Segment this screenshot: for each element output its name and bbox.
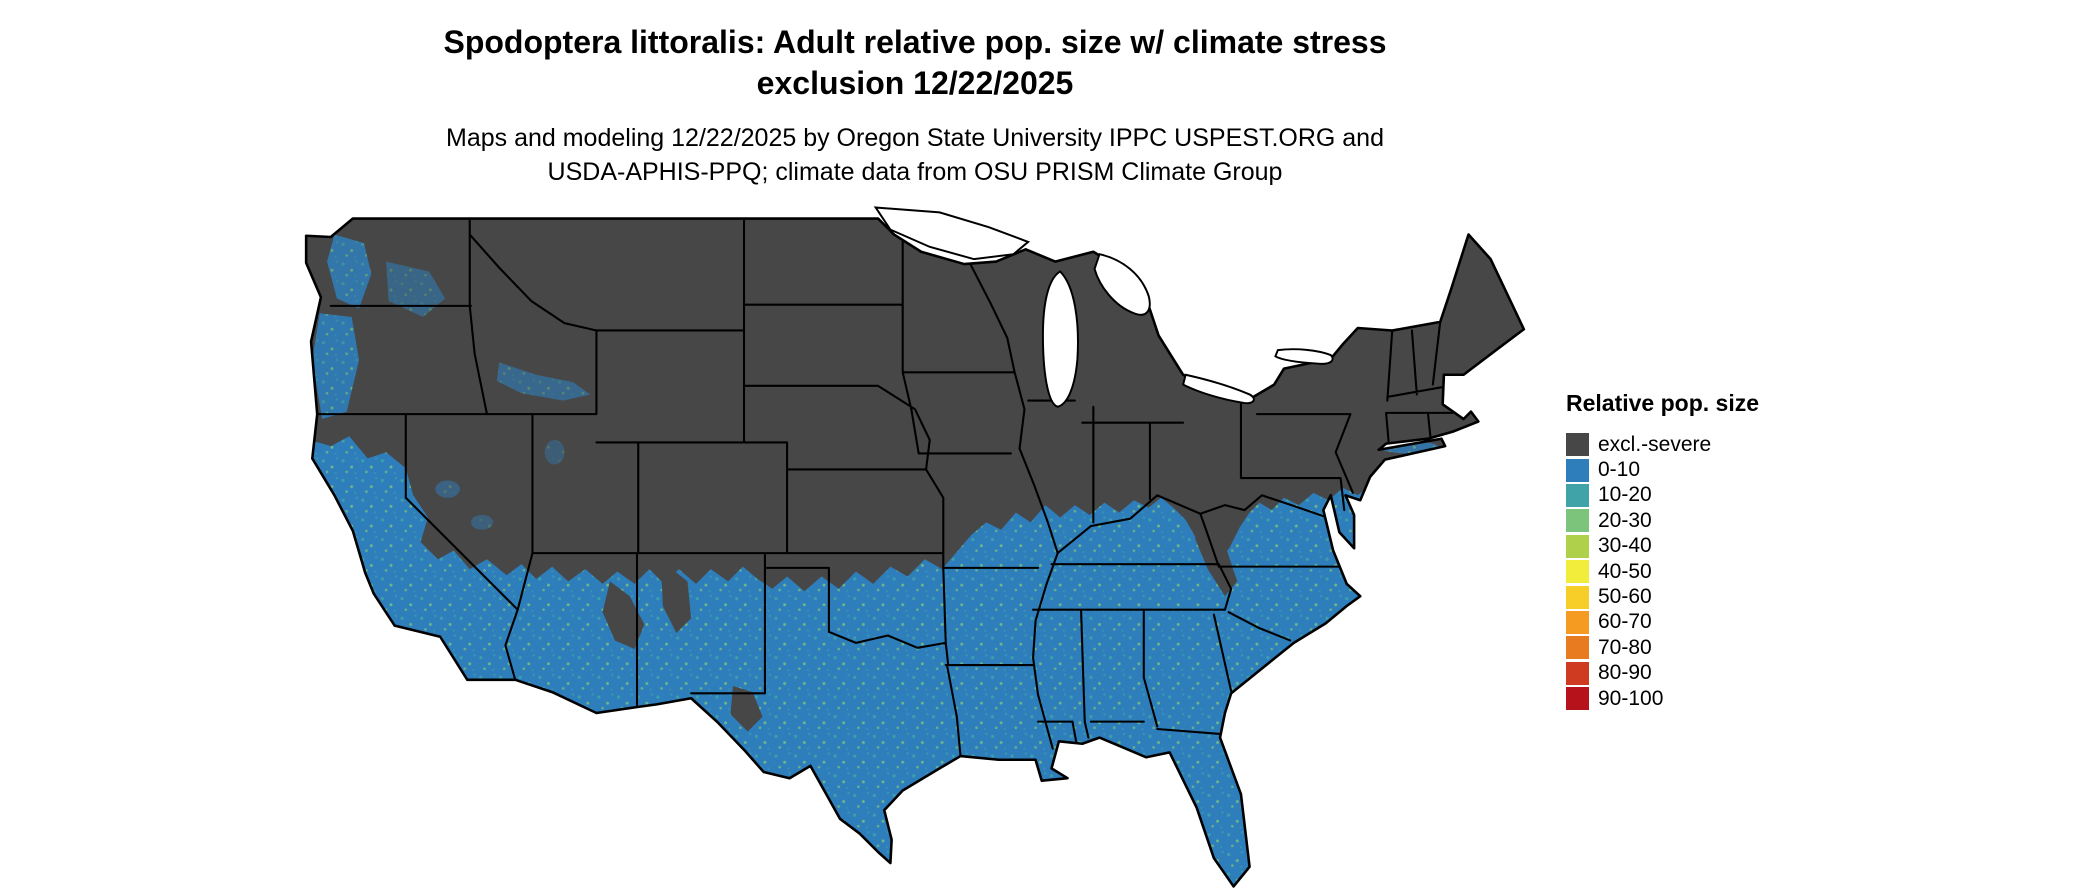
legend-item: excl.-severe (1566, 432, 1759, 457)
map-subtitle-line1: Maps and modeling 12/22/2025 by Oregon S… (446, 124, 1384, 152)
legend-item: 50-60 (1566, 584, 1759, 609)
map-title-line2: exclusion 12/22/2025 (756, 65, 1074, 101)
legend-item: 40-50 (1566, 559, 1759, 584)
legend-item-label: 0-10 (1598, 458, 1641, 482)
us-map-svg (304, 206, 1526, 888)
legend-swatch (1566, 483, 1589, 507)
legend-item-label: 20-30 (1598, 508, 1652, 532)
legend-item: 30-40 (1566, 534, 1759, 559)
patch-columbia-basin (386, 261, 446, 317)
legend-swatch (1566, 610, 1589, 634)
patch-willamette-valley (312, 313, 360, 420)
map-subtitle-line2: USDA-APHIS-PPQ; climate data from OSU PR… (547, 158, 1283, 186)
us-outline (304, 217, 1526, 888)
legend-swatch (1566, 560, 1589, 584)
legend-swatch (1566, 585, 1589, 609)
legend-item-label: 60-70 (1598, 610, 1652, 634)
legend-item-label: 80-90 (1598, 661, 1652, 685)
legend-item: 20-30 (1566, 508, 1759, 533)
blob-new-mexico-mountains-excluded (661, 566, 692, 634)
legend-items: excl.-severe 0-10 10-20 20-30 30-40 40-50 50-6… (1566, 432, 1759, 711)
legend-item: 10-20 (1566, 483, 1759, 508)
patch-nevada-speckle-1 (435, 480, 460, 498)
legend-item: 60-70 (1566, 610, 1759, 635)
legend-swatch (1566, 636, 1589, 660)
lake-huron (1093, 253, 1151, 316)
legend-item-label: 50-60 (1598, 585, 1652, 609)
legend-swatch (1566, 687, 1589, 711)
legend-item: 80-90 (1566, 661, 1759, 686)
legend-item-label: 10-20 (1598, 483, 1652, 507)
patch-western-washington (327, 234, 372, 309)
legend-swatch (1566, 458, 1589, 482)
legend-item-label: 30-40 (1598, 534, 1652, 558)
legend-item: 0-10 (1566, 457, 1759, 482)
map-subtitle: Maps and modeling 12/22/2025 by Oregon S… (0, 121, 1830, 189)
legend-swatch (1566, 661, 1589, 685)
legend-item-label: excl.-severe (1598, 432, 1712, 456)
map-title-line1: Spodoptera littoralis: Adult relative po… (443, 24, 1387, 60)
lake-superior (873, 206, 1031, 261)
region-excluded-severe (306, 218, 1524, 887)
lake-michigan (1041, 270, 1079, 408)
legend-item-label: 70-80 (1598, 635, 1652, 659)
legend-item-label: 40-50 (1598, 559, 1652, 583)
legend-item-label: 90-100 (1598, 686, 1664, 710)
blob-arizona-mountains-excluded (602, 581, 645, 650)
legend-swatch (1566, 433, 1589, 457)
legend: Relative pop. size excl.-severe 0-10 10-20… (1566, 390, 1759, 711)
legend-item: 70-80 (1566, 635, 1759, 660)
legend-title: Relative pop. size (1566, 390, 1760, 416)
patch-wasatch-speckle (544, 439, 565, 465)
patch-snake-river-plain (496, 362, 591, 401)
patch-nevada-speckle-2 (470, 514, 494, 530)
us-map (300, 200, 1530, 889)
legend-swatch (1566, 509, 1589, 533)
blob-west-texas-mountains-excluded (730, 685, 763, 732)
lake-ontario (1274, 348, 1334, 365)
state-borders (313, 218, 1454, 758)
lake-erie (1181, 373, 1255, 405)
legend-item: 90-100 (1566, 686, 1759, 711)
legend-swatch (1566, 534, 1589, 558)
figure-header: Spodoptera littoralis: Adult relative po… (0, 22, 1830, 189)
